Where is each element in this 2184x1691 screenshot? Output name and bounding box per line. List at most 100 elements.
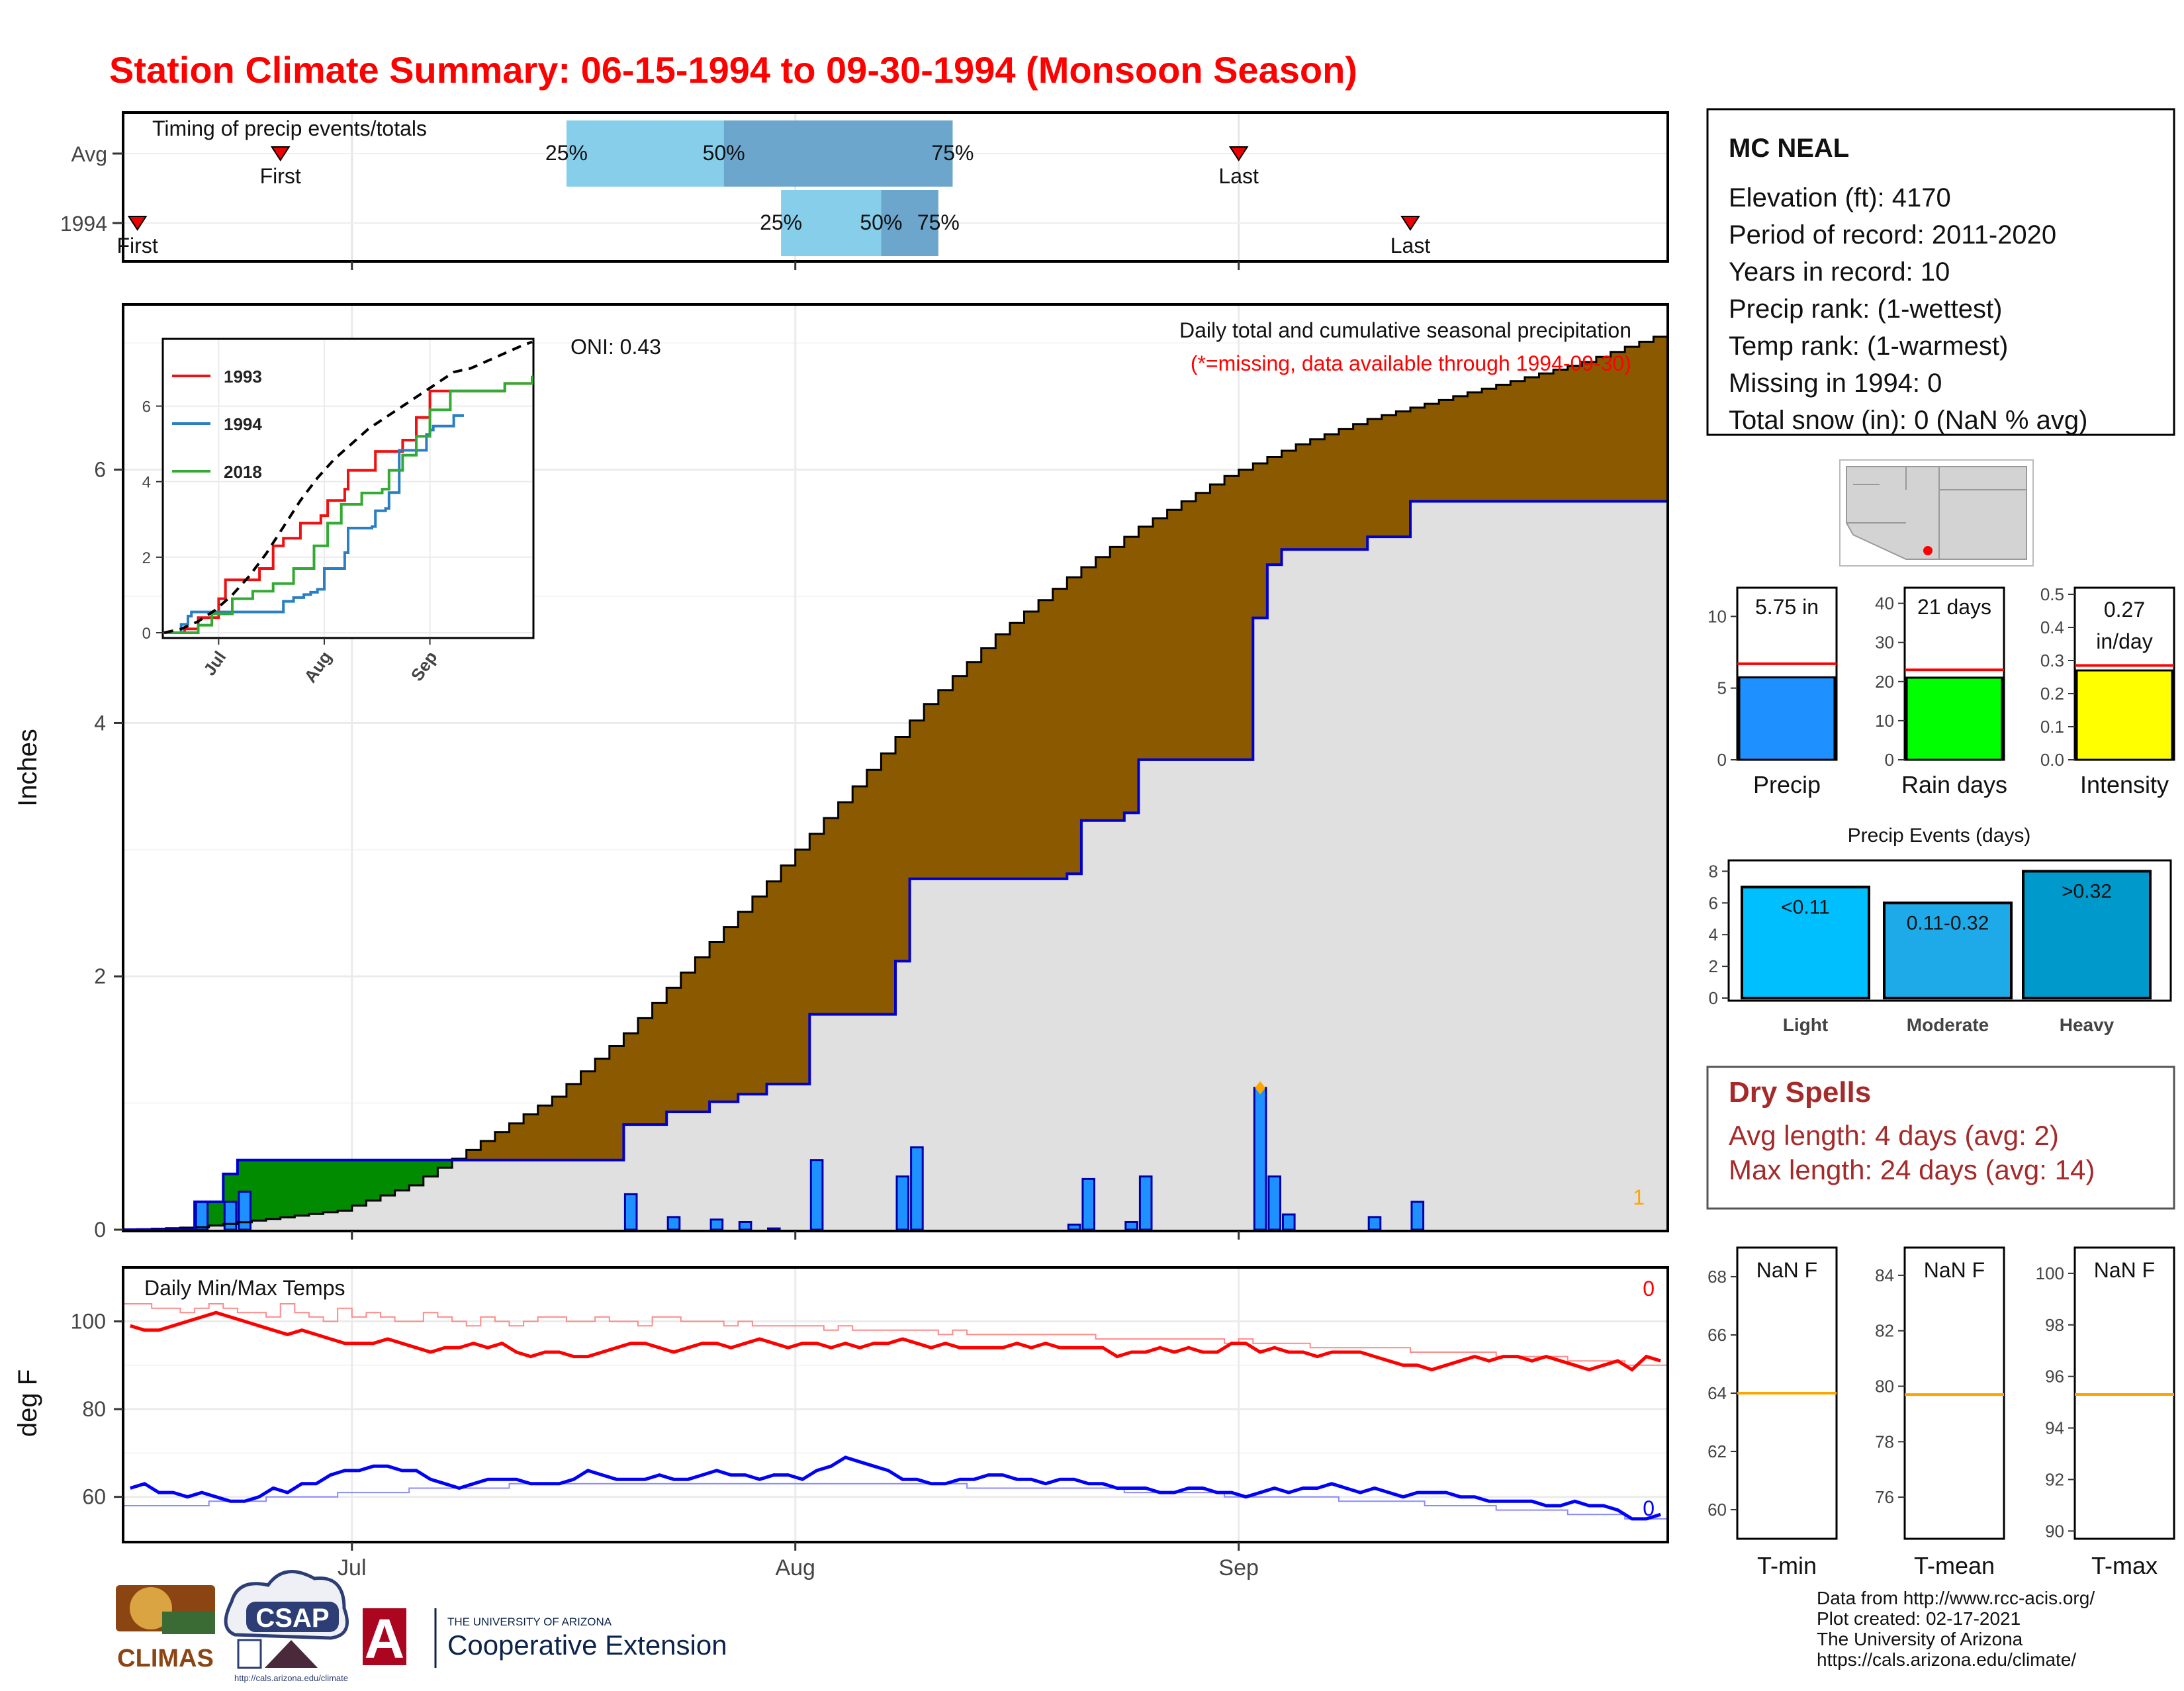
timing-label-25: 25% bbox=[545, 141, 588, 165]
temp-box-value-label: NaN F bbox=[1756, 1258, 1817, 1282]
temp-box-y-tick-label: 96 bbox=[2045, 1367, 2064, 1387]
deficit-fill bbox=[781, 865, 796, 1084]
deficit-fill bbox=[1653, 336, 1668, 502]
surplus-fill bbox=[366, 1160, 381, 1201]
precip-y-tick-label: 0 bbox=[94, 1218, 106, 1242]
temperature-summary-boxes: NaN F 60 62 64 66 68 T-min NaN F 76 78 80 82 84 T-mea… bbox=[1707, 1246, 2175, 1579]
ua-logo-big-text: Cooperative Extension bbox=[447, 1629, 727, 1661]
station-info-line: Elevation (ft): 4170 bbox=[1729, 183, 1951, 212]
deficit-fill bbox=[1167, 510, 1182, 760]
daily-precip-bar bbox=[1267, 1175, 1282, 1231]
timing-bar-50-75 bbox=[723, 120, 953, 187]
temp-box-y-tick-label: 94 bbox=[2045, 1418, 2064, 1438]
precip-y-tick-label: 2 bbox=[94, 964, 106, 988]
station-info-box: MC NEAL Elevation (ft): 4170 Period of re… bbox=[1706, 108, 2175, 436]
deficit-fill bbox=[1095, 557, 1111, 821]
station-location-map bbox=[1839, 459, 2034, 567]
station-info-line: Missing in 1994: 0 bbox=[1729, 369, 1942, 398]
deficit-fill bbox=[852, 786, 868, 1015]
inset-y-tick-label: 0 bbox=[142, 625, 151, 643]
footer-credits: Data from http://www.rcc-acis.org/Plot c… bbox=[1817, 1588, 2095, 1670]
deficit-fill bbox=[1338, 429, 1354, 550]
ua-cooperative-extension-logo: A THE UNIVERSITY OF ARIZONA Cooperative … bbox=[363, 1608, 727, 1670]
temp-box-value-label: NaN F bbox=[1924, 1258, 1985, 1282]
deficit-fill bbox=[738, 911, 753, 1095]
timing-row-label: 1994 bbox=[60, 212, 107, 236]
summary-value-label: 21 days bbox=[1917, 595, 1991, 619]
timing-bar-50-75 bbox=[881, 190, 938, 256]
observed-cumulative-line bbox=[123, 500, 1668, 1231]
deficit-fill bbox=[680, 972, 696, 1112]
deficit-fill bbox=[895, 737, 911, 962]
surplus-fill bbox=[251, 1160, 267, 1221]
temp-box-y-tick-label: 78 bbox=[1875, 1432, 1894, 1451]
summary-y-tick-label: 0.2 bbox=[2040, 684, 2064, 704]
timing-last-marker-icon bbox=[1400, 216, 1420, 231]
deficit-fill bbox=[1124, 537, 1139, 813]
summary-y-tick-label: 0.3 bbox=[2040, 651, 2064, 670]
timing-last-label: Last bbox=[1390, 234, 1431, 257]
deficit-fill bbox=[1381, 415, 1396, 537]
station-name: MC NEAL bbox=[1729, 134, 1849, 163]
temp-box-y-tick-label: 98 bbox=[2045, 1315, 2064, 1335]
deficit-fill bbox=[709, 942, 725, 1102]
deficit-fill bbox=[1195, 492, 1210, 760]
deficit-fill bbox=[1138, 526, 1154, 760]
surplus-fill bbox=[381, 1160, 396, 1196]
deficit-fill bbox=[838, 802, 853, 1015]
deficit-fill bbox=[866, 770, 882, 1015]
temp-box-y-tick-label: 92 bbox=[2045, 1469, 2064, 1489]
deficit-fill bbox=[1496, 385, 1511, 502]
temp-box-y-tick-label: 82 bbox=[1875, 1321, 1894, 1341]
deficit-fill bbox=[1181, 501, 1197, 760]
month-x-tick-label: Jul bbox=[338, 1555, 366, 1580]
tmax-1994-line bbox=[130, 1310, 1661, 1372]
temp-box-y-tick-label: 60 bbox=[1707, 1500, 1727, 1520]
dry-spells-title: Dry Spells bbox=[1729, 1076, 1871, 1109]
daily-precip-bar bbox=[1367, 1216, 1382, 1231]
deficit-fill bbox=[924, 704, 939, 879]
temp-box-y-tick-label: 62 bbox=[1707, 1441, 1727, 1461]
summary-value-label: 5.75 in bbox=[1755, 595, 1819, 619]
tmin-average-line bbox=[123, 1483, 1668, 1520]
summary-y-tick-label: 0.4 bbox=[2040, 617, 2064, 637]
deficit-fill bbox=[466, 1150, 481, 1160]
timing-panel: Timing of precip events/totals Avg 25% 50%… bbox=[60, 111, 1669, 270]
daily-precip-bar bbox=[1253, 1087, 1267, 1231]
climas-logo-text: CLIMAS bbox=[117, 1645, 214, 1672]
deficit-fill bbox=[995, 634, 1011, 879]
surplus-fill bbox=[266, 1160, 281, 1219]
summary-y-tick-label: 5 bbox=[1717, 678, 1727, 698]
deficit-fill bbox=[1310, 439, 1325, 550]
summary-bar-rain-days bbox=[1905, 676, 2003, 761]
deficit-fill bbox=[1582, 362, 1597, 502]
average-cumulative-line bbox=[123, 336, 1668, 1231]
missing-data-note: (*=missing, data available through 1994-… bbox=[1191, 351, 1631, 375]
temp-panel-title: Daily Min/Max Temps bbox=[144, 1276, 345, 1300]
deficit-fill bbox=[1224, 476, 1240, 760]
dry-spells-box: Dry Spells Avg length: 4 days (avg: 2) M… bbox=[1706, 1066, 2175, 1210]
events-bar-range-label: <0.11 bbox=[1781, 896, 1830, 918]
csap-logo: CSAP http://cals.arizona.edu/climate bbox=[224, 1570, 349, 1683]
deficit-fill bbox=[952, 676, 968, 879]
deficit-fill bbox=[1210, 484, 1225, 760]
csap-logo-url: http://cals.arizona.edu/climate bbox=[234, 1673, 348, 1683]
missing-count: 1 bbox=[1633, 1185, 1645, 1209]
daily-precip-bar bbox=[1282, 1213, 1296, 1231]
timing-label-25: 25% bbox=[760, 210, 802, 234]
deficit-fill bbox=[1238, 469, 1253, 760]
daily-precip-bar bbox=[238, 1191, 251, 1231]
deficit-fill bbox=[595, 1058, 610, 1160]
temp-box-y-tick-label: 76 bbox=[1875, 1487, 1894, 1507]
inset-line-1994 bbox=[164, 414, 464, 634]
daily-precip-bar bbox=[223, 1201, 238, 1231]
max-daily-marker-icon bbox=[1255, 1081, 1266, 1095]
summary-y-tick-label: 20 bbox=[1875, 672, 1894, 692]
temp-box-y-tick-label: 90 bbox=[2045, 1521, 2064, 1541]
seasonal-summary-bars: 5.75 in 0 5 10 Precip 21 days 0 10 20 30 40 Rain da… bbox=[1707, 584, 2175, 798]
deficit-fill bbox=[1424, 404, 1439, 502]
inset-legend-label: 1994 bbox=[224, 414, 262, 434]
station-info-line: Years in record: 10 bbox=[1729, 257, 1950, 287]
deficit-fill bbox=[552, 1097, 567, 1160]
surplus-fill bbox=[323, 1160, 338, 1212]
